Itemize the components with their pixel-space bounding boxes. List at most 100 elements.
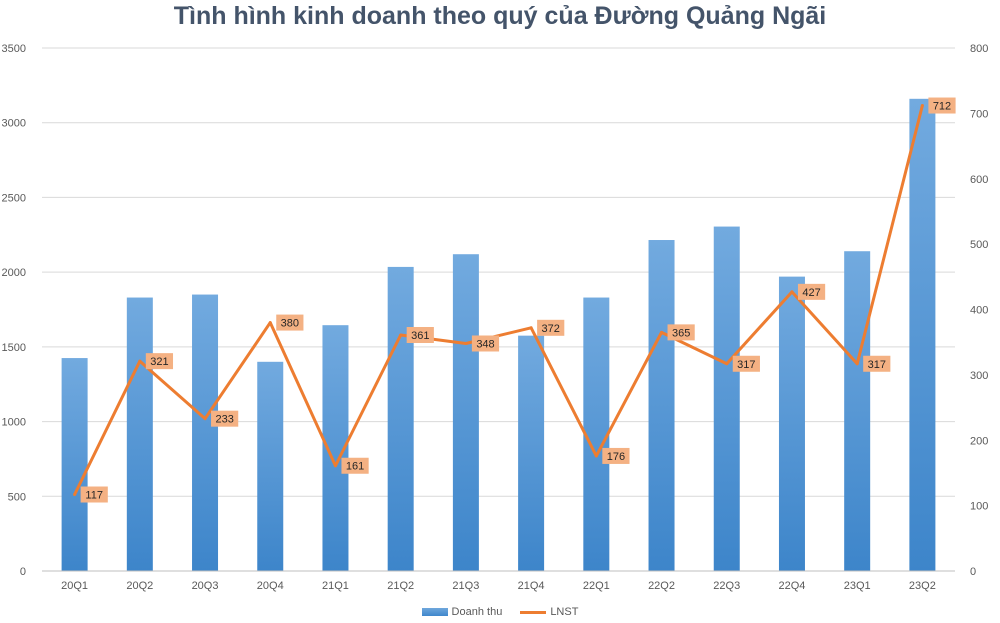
bar-21Q4 [518,335,545,571]
bar-20Q2 [126,297,153,571]
data-label-box [276,314,304,331]
data-label-23Q1: 317 [863,355,891,372]
line-point-23Q1 [855,362,859,366]
bar-22Q4 [778,276,805,571]
data-label-box [471,335,500,352]
data-label-box [537,319,565,336]
data-label-text: 365 [672,327,690,339]
bar-21Q2 [387,266,414,571]
x-tick-label: 21Q4 [518,580,545,592]
data-label-22Q1: 176 [602,447,630,464]
y-left-tick-label: 2500 [2,192,26,204]
data-label-22Q2: 365 [667,324,695,341]
bar-20Q1 [61,358,88,571]
legend-swatch-line [520,610,547,614]
data-label-box [732,355,760,372]
line-point-23Q2 [920,104,924,108]
data-label-22Q4: 427 [797,283,826,300]
data-label-20Q2: 321 [145,353,174,370]
data-label-text: 380 [281,318,299,330]
data-label-box [667,324,695,341]
data-label-text: 117 [85,490,103,502]
y-right-tick-label: 400 [970,305,988,317]
line-point-21Q1 [333,464,337,468]
data-labels: 117 321 233 380 161 361 348 372 176 365 317 427 317 7… [80,97,956,503]
bar-22Q3 [713,226,740,571]
line-point-21Q4 [529,326,533,330]
data-label-text: 348 [476,338,494,350]
y-left-tick-label: 500 [8,491,26,503]
x-tick-label: 20Q1 [61,580,88,592]
bar-22Q2 [648,240,675,571]
data-label-box [928,97,956,114]
x-tick-label: 22Q1 [583,580,610,592]
data-label-20Q4: 380 [276,314,304,331]
data-label-box [797,283,826,300]
data-label-20Q1: 117 [80,486,108,503]
y-left-tick-label: 3000 [2,118,26,130]
line-point-21Q3 [464,341,468,345]
legend-label-profit: LNST [550,606,579,618]
line-point-20Q4 [268,321,272,325]
data-label-text: 317 [737,359,755,371]
data-label-box [145,353,174,370]
x-tick-label: 23Q1 [844,580,871,592]
data-label-text: 176 [607,451,625,463]
y-right-tick-label: 800 [970,43,988,55]
x-tick-label: 21Q1 [322,580,349,592]
data-label-21Q4: 372 [537,319,565,336]
data-label-text: 321 [150,356,168,368]
data-label-21Q2: 361 [406,326,434,343]
y-right-tick-label: 600 [970,174,988,186]
legend-item-profit: LNST [520,606,578,618]
legend-item-revenue: Doanh thu [421,606,503,618]
data-label-box [863,355,891,372]
line-point-22Q4 [790,290,794,294]
data-label-23Q2: 712 [928,97,956,114]
line-point-21Q2 [399,333,403,337]
bar-20Q3 [192,294,219,571]
data-label-text: 372 [542,323,560,335]
x-tick-label: 22Q3 [713,580,740,592]
bar-20Q4 [257,361,284,571]
data-label-text: 233 [215,414,233,426]
data-label-text: 317 [868,359,886,371]
x-tick-label: 20Q4 [257,580,284,592]
line-point-20Q2 [138,359,142,363]
data-label-box [211,410,239,427]
y-right-tick-label: 300 [970,370,988,382]
data-label-box [341,457,369,474]
gridlines [42,47,955,572]
y-right-tick-label: 200 [970,435,988,447]
y-left-tick-label: 0 [20,566,26,578]
y-left-tick-label: 3500 [2,43,26,55]
y-left-tick-label: 1500 [2,342,26,354]
y-right-tick-label: 100 [970,501,988,513]
x-tick-label: 20Q3 [192,580,219,592]
legend-swatch-bar [421,608,448,616]
legend-label-revenue: Doanh thu [451,606,503,618]
line-point-22Q2 [660,330,664,334]
y-left-tick-label: 2000 [2,267,26,279]
line-point-20Q1 [73,493,77,497]
y-left-tick-label: 1000 [2,417,26,429]
data-label-21Q3: 348 [471,335,500,352]
bar-23Q2 [909,98,936,571]
x-tick-label: 22Q4 [779,580,806,592]
chart-title: Tình hình kinh doanh theo quý của Đường … [173,2,827,30]
bar-22Q1 [583,297,610,571]
data-label-box [602,447,630,464]
data-label-box [80,486,108,503]
data-label-text: 361 [411,330,429,342]
line-point-22Q1 [594,454,598,458]
data-label-text: 427 [802,287,820,299]
data-label-20Q3: 233 [211,410,239,427]
y-right-tick-label: 500 [970,239,988,251]
x-tick-label: 23Q2 [909,580,936,592]
y-right-tick-label: 700 [970,108,988,120]
x-tick-label: 22Q2 [648,580,675,592]
bar-23Q1 [844,251,871,572]
x-tick-label: 20Q2 [126,580,153,592]
data-label-21Q1: 161 [341,457,369,474]
y-right-tick-label: 0 [970,566,976,578]
